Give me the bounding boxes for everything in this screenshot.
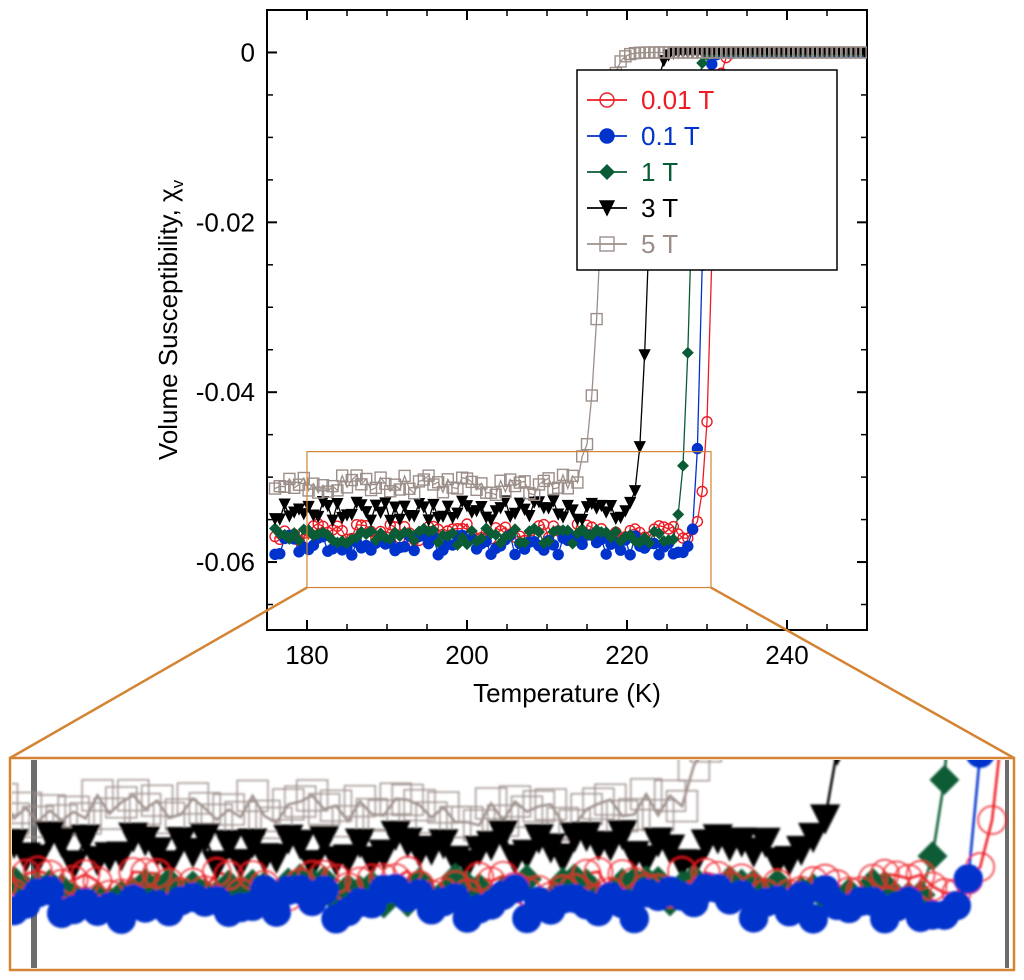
- connector-overlay: [0, 0, 1024, 980]
- figure-root: 1802002202400-0.02-0.04-0.06Temperature …: [0, 0, 1024, 980]
- zoom-connector: [10, 588, 307, 758]
- zoom-connector: [711, 588, 1014, 758]
